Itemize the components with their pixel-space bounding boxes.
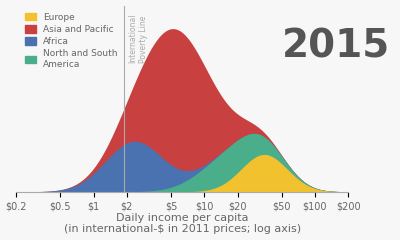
Text: International
Poverty Line: International Poverty Line: [128, 13, 148, 62]
Legend: Europe, Asia and Pacific, Africa, North and South
America: Europe, Asia and Pacific, Africa, North …: [24, 12, 118, 70]
X-axis label: Daily income per capita
(in international-$ in 2011 prices; log axis): Daily income per capita (in internationa…: [64, 213, 301, 234]
Text: 2015: 2015: [282, 28, 390, 66]
